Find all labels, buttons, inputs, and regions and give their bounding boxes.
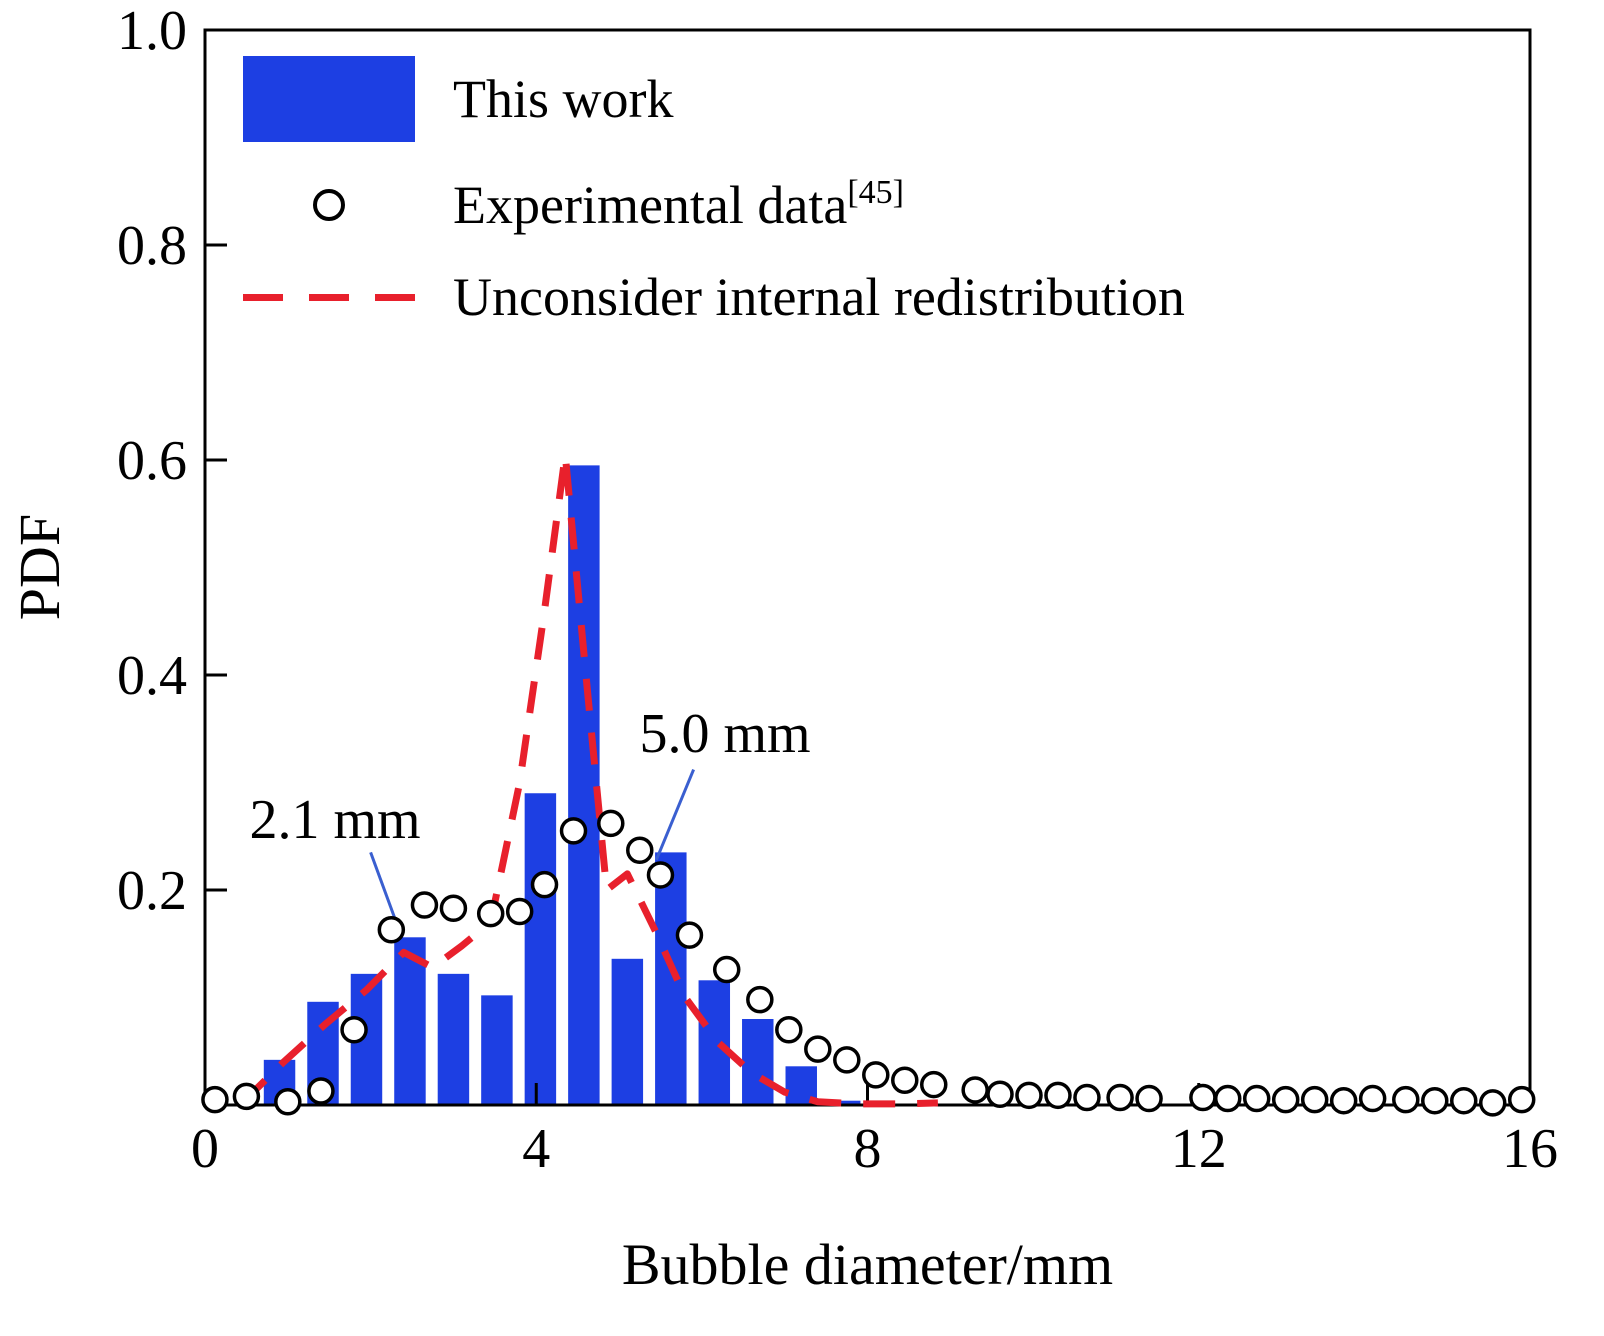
data-point <box>559 817 588 845</box>
y-tick-label: 0.4 <box>117 645 187 707</box>
annotation-leader-line <box>369 851 397 921</box>
legend-marker-cell <box>243 189 415 221</box>
x-tick-label: 4 <box>522 1118 550 1180</box>
circle-marker-icon <box>313 189 345 221</box>
data-point <box>1300 1085 1329 1114</box>
legend-marker-cell <box>243 293 415 301</box>
legend: This work Experimental data[45] Unconsid… <box>243 56 1185 330</box>
dashed-line-icon <box>243 293 415 301</box>
bar <box>524 793 557 1105</box>
data-point <box>1392 1085 1420 1114</box>
bar <box>481 995 513 1105</box>
bar <box>655 852 687 1105</box>
data-point <box>1213 1084 1242 1113</box>
data-point <box>1507 1085 1536 1114</box>
data-point <box>1478 1089 1507 1117</box>
data-point <box>920 1070 948 1099</box>
x-tick-label: 0 <box>191 1118 219 1180</box>
bar <box>394 937 426 1105</box>
data-point <box>505 897 534 926</box>
data-point <box>1421 1086 1449 1115</box>
data-point <box>597 809 625 838</box>
data-point <box>340 1016 368 1044</box>
data-point <box>232 1082 261 1111</box>
data-point <box>712 955 741 984</box>
y-tick-label: 0.8 <box>117 215 187 277</box>
bar <box>698 980 731 1105</box>
legend-item-experimental-data: Experimental data[45] <box>243 172 1185 238</box>
data-point <box>274 1088 302 1116</box>
x-tick-label: 12 <box>1171 1118 1227 1180</box>
bar <box>611 958 644 1105</box>
annotation-2-1-mm: 2.1 mm <box>249 789 421 852</box>
data-point <box>410 891 439 919</box>
data-point <box>1358 1084 1387 1113</box>
data-point <box>862 1061 890 1089</box>
data-point <box>646 861 675 889</box>
data-point <box>439 894 468 923</box>
legend-label-experimental-data: Experimental data[45] <box>453 173 904 235</box>
bar <box>742 1019 774 1105</box>
data-point <box>476 899 505 928</box>
data-point <box>675 921 704 949</box>
legend-label-main: Experimental data <box>453 174 848 235</box>
data-point <box>1271 1085 1300 1114</box>
data-point <box>746 985 774 1014</box>
x-tick-label: 8 <box>854 1118 882 1180</box>
data-point <box>377 916 406 944</box>
legend-label-unconsider-redistribution: Unconsider internal redistribution <box>453 266 1185 327</box>
data-point <box>201 1085 229 1114</box>
data-point <box>1189 1083 1217 1112</box>
data-point <box>775 1016 803 1044</box>
y-tick-label: 0.6 <box>117 430 187 492</box>
data-point <box>1450 1086 1478 1115</box>
data-point <box>1044 1081 1072 1110</box>
y-axis-label: PDF <box>7 513 72 621</box>
data-point <box>1073 1083 1101 1112</box>
bar <box>437 973 470 1105</box>
legend-label-this-work: This work <box>453 68 674 129</box>
bar <box>828 1100 861 1105</box>
bar <box>568 465 600 1105</box>
y-tick-label: 1.0 <box>117 0 187 62</box>
data-point <box>804 1035 832 1063</box>
data-point <box>626 836 654 864</box>
data-point <box>1015 1081 1043 1110</box>
data-point <box>891 1066 919 1095</box>
data-point <box>961 1076 989 1104</box>
annotation-leader-line <box>654 769 695 861</box>
data-point <box>1242 1084 1271 1113</box>
legend-item-unconsider-redistribution: Unconsider internal redistribution <box>243 264 1185 330</box>
data-point <box>307 1077 335 1105</box>
legend-item-this-work: This work <box>243 56 1185 142</box>
legend-label-superscript: [45] <box>847 173 904 211</box>
data-point <box>1329 1086 1358 1115</box>
x-tick-label: 16 <box>1502 1118 1558 1180</box>
x-axis-label: Bubble diameter/mm <box>621 1232 1114 1297</box>
bar-swatch-icon <box>243 56 415 142</box>
data-point <box>986 1080 1014 1108</box>
data-point <box>1135 1084 1163 1113</box>
y-tick-label: 0.2 <box>117 860 187 922</box>
data-point <box>530 870 559 899</box>
annotation-5-0-mm: 5.0 mm <box>639 703 811 766</box>
data-point <box>1106 1083 1134 1112</box>
legend-marker-cell <box>243 56 415 142</box>
data-point <box>833 1046 861 1074</box>
